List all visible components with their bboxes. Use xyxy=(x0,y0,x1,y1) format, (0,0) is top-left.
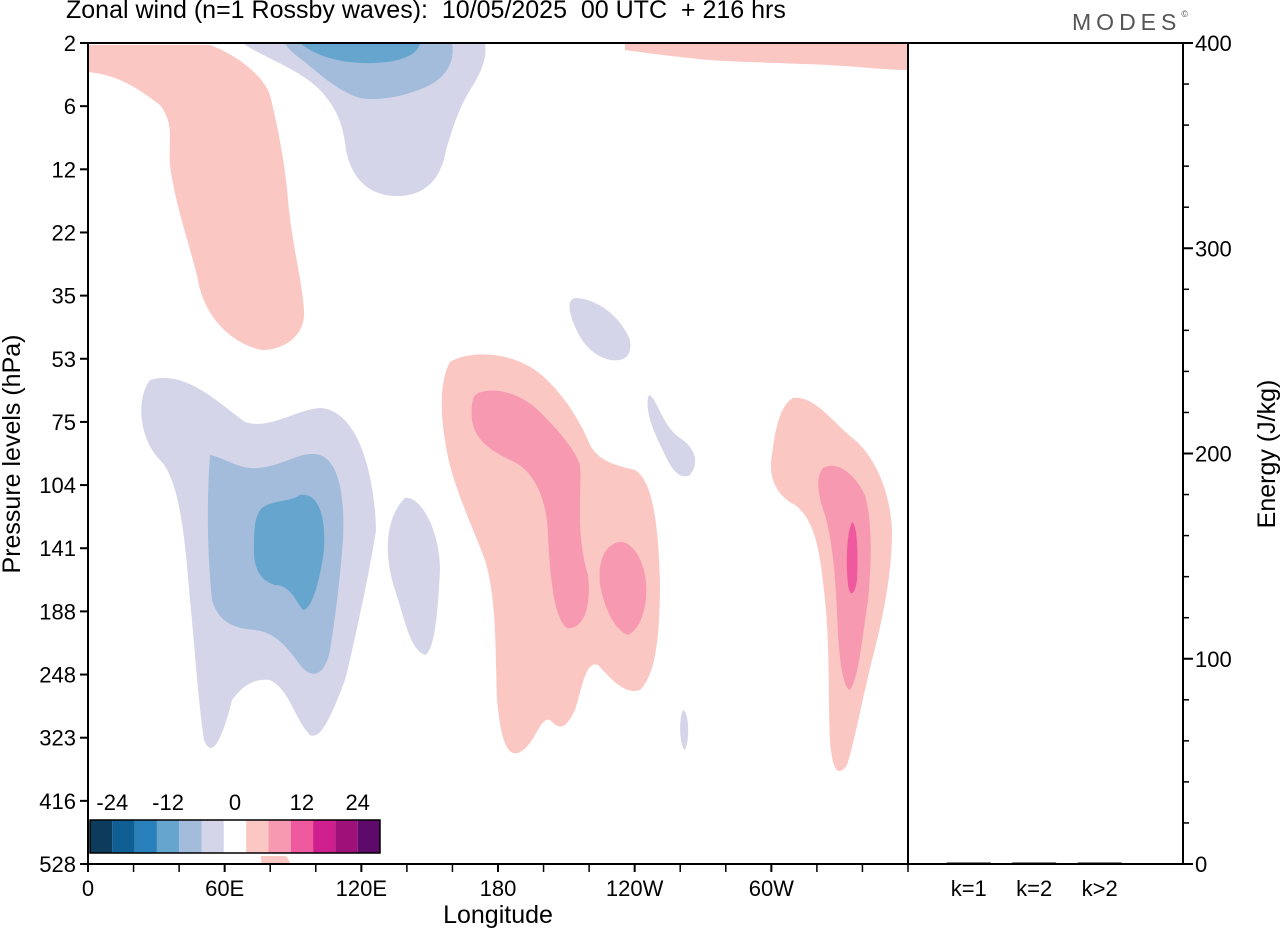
y-tick-label: 528 xyxy=(39,852,76,877)
x-tick-label: 60W xyxy=(749,876,794,901)
brand-logo: MODES© xyxy=(1072,9,1188,36)
contour-neg-lobe-140e xyxy=(387,497,440,655)
colorbar-tick-label: 0 xyxy=(229,790,241,815)
colorbar-swatch xyxy=(134,820,157,853)
colorbar-tick-label: -12 xyxy=(152,790,184,815)
energy-category-label: k>2 xyxy=(1082,876,1118,901)
copyright-mark: © xyxy=(1181,9,1188,19)
contour-neg-lobe-105w xyxy=(680,710,689,750)
colorbar-swatch xyxy=(90,820,113,853)
contour-pos-right-l1 xyxy=(770,397,892,772)
colorbar-tick-label: 12 xyxy=(290,790,314,815)
colorbar-swatch xyxy=(179,820,202,853)
y-tick-label: 12 xyxy=(52,157,76,182)
energy-bar xyxy=(1077,862,1122,864)
energy-axis-title: Energy (J/kg) xyxy=(1253,380,1280,529)
y-tick-label: 248 xyxy=(39,663,76,688)
x-axis: 0 60E 120E 180 120W 60W xyxy=(82,864,909,901)
colorbar-swatch xyxy=(201,820,224,853)
y-axis-title: Pressure levels (hPa) xyxy=(0,335,26,574)
y-tick-label: 6 xyxy=(64,94,76,119)
colorbar-swatch xyxy=(112,820,135,853)
contour-field xyxy=(88,43,908,864)
colorbar-frame xyxy=(89,819,381,854)
colorbar-swatch xyxy=(246,820,269,853)
energy-category-label: k=2 xyxy=(1016,876,1052,901)
energy-tick-label: 400 xyxy=(1195,31,1232,56)
x-tick-label: 120W xyxy=(606,876,664,901)
energy-tick-label: 0 xyxy=(1195,852,1207,877)
contour-pos-central-l2b xyxy=(599,541,647,635)
energy-bars: k=1 k=2 k>2 xyxy=(946,862,1122,901)
colorbar-swatch xyxy=(156,820,180,853)
energy-category-label: k=1 xyxy=(951,876,987,901)
x-tick-label: 60E xyxy=(205,876,244,901)
x-tick-label: 0 xyxy=(82,876,94,901)
energy-tick-label: 100 xyxy=(1195,647,1232,672)
colorbar-tick-label: 24 xyxy=(345,790,369,815)
energy-bar xyxy=(946,862,991,864)
contour-neg-lobe-120w xyxy=(647,395,696,477)
y-tick-label: 35 xyxy=(52,284,76,309)
brand-name: MODES xyxy=(1072,9,1182,35)
y-axis: 2 6 12 22 35 53 75 104 141 188 248 323 416 528 xyxy=(39,31,88,877)
contour-pos-right-l2 xyxy=(818,465,871,690)
x-axis-title: Longitude xyxy=(443,901,553,929)
contour-pos-right-l3 xyxy=(846,522,858,594)
y-tick-label: 104 xyxy=(39,473,76,498)
contour-pos-strat-left xyxy=(88,45,305,350)
colorbar-swatch xyxy=(290,820,314,853)
chart-title: Zonal wind (n=1 Rossby waves): 10/05/202… xyxy=(66,0,786,24)
colorbar-swatch xyxy=(357,820,380,853)
contour-pos-central-l2 xyxy=(471,390,589,629)
y-tick-label: 323 xyxy=(39,726,76,751)
energy-frame xyxy=(907,42,1184,865)
colorbar: -24 -12 0 12 24 xyxy=(88,784,382,856)
contour-neg-trop-l3 xyxy=(253,494,325,610)
colorbar-swatch xyxy=(313,820,336,853)
colorbar-tick-label: -24 xyxy=(96,790,128,815)
energy-axis: 0 100 200 300 400 xyxy=(1183,31,1232,877)
y-tick-label: 22 xyxy=(52,220,76,245)
energy-tick-label: 200 xyxy=(1195,442,1232,467)
y-tick-label: 75 xyxy=(52,410,76,435)
y-tick-label: 53 xyxy=(52,347,76,372)
contour-pos-strat-right xyxy=(625,43,908,70)
x-tick-label: 180 xyxy=(480,876,517,901)
x-tick-label: 120E xyxy=(336,876,387,901)
y-tick-label: 2 xyxy=(64,31,76,56)
colorbar-swatch xyxy=(223,820,247,853)
colorbar-swatch xyxy=(335,820,358,853)
energy-bar xyxy=(1012,862,1057,864)
energy-tick-label: 300 xyxy=(1195,236,1232,261)
y-tick-label: 141 xyxy=(39,536,76,561)
contour-neg-strat-l3 xyxy=(300,43,420,64)
y-tick-label: 188 xyxy=(39,599,76,624)
colorbar-swatch xyxy=(268,820,291,853)
contour-neg-lobe-135w xyxy=(569,298,631,361)
y-tick-label: 416 xyxy=(39,789,76,814)
